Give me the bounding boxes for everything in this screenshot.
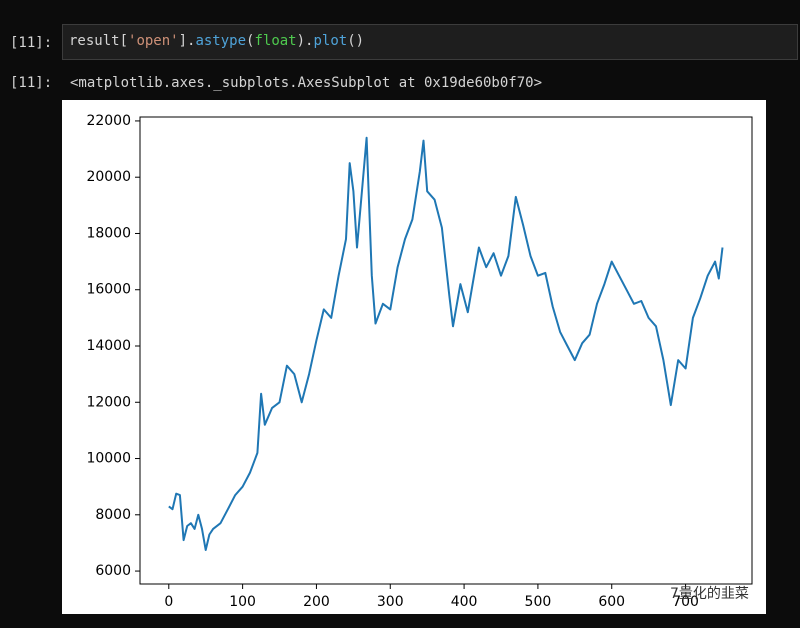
y-tick-label: 16000 <box>86 282 131 298</box>
data-line <box>168 136 724 551</box>
code-cell[interactable]: result['open'].astype(float).plot() <box>62 24 798 60</box>
code-token: float <box>254 33 297 49</box>
output-text: <matplotlib.axes._subplots.AxesSubplot a… <box>70 75 543 91</box>
code-token: result[ <box>69 33 129 49</box>
x-tick-label: 500 <box>525 594 552 610</box>
code-token: astype <box>195 33 247 49</box>
code-token: plot <box>313 33 348 49</box>
code-token: ). <box>296 33 314 49</box>
input-prompt: [11]: <box>10 35 53 51</box>
y-tick-label: 14000 <box>86 338 131 354</box>
y-tick-label: 22000 <box>86 113 131 129</box>
y-tick-label: 12000 <box>86 394 131 410</box>
x-tick-label: 300 <box>377 594 404 610</box>
code-token: () <box>347 33 365 49</box>
watermark: 7量化的韭菜 <box>670 586 749 602</box>
y-tick-label: 6000 <box>95 563 131 579</box>
y-tick-label: 20000 <box>86 169 131 185</box>
x-tick-label: 400 <box>451 594 478 610</box>
y-tick-label: 8000 <box>95 507 131 523</box>
chart: 0 100 200 300 400 500 600 700 6000 8000 10000 12000… <box>62 100 766 614</box>
code-token: ]. <box>178 33 196 49</box>
x-tick-label: 200 <box>303 594 330 610</box>
x-tick-label: 700 <box>672 594 699 610</box>
x-tick-label: 0 <box>164 594 173 610</box>
y-tick-label: 10000 <box>86 451 131 467</box>
code-token: 'open' <box>128 33 179 49</box>
axes-frame <box>139 116 753 585</box>
figure-background <box>62 100 766 614</box>
y-tick-label: 18000 <box>86 225 131 241</box>
code-token: ( <box>246 33 255 49</box>
output-prompt: [11]: <box>10 75 53 91</box>
x-tick-label: 100 <box>229 594 256 610</box>
x-tick-label: 600 <box>598 594 625 610</box>
